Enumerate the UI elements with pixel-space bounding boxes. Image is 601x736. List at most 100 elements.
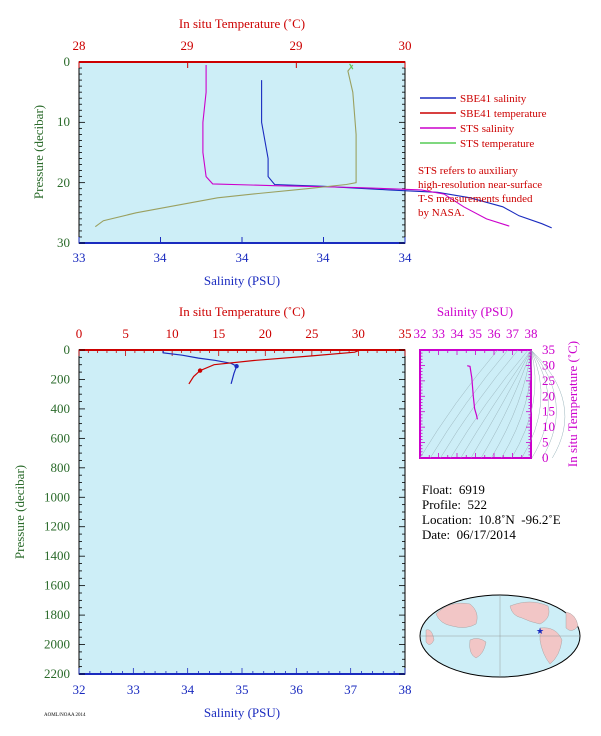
series-marker-temperature [197,368,203,373]
x-tick-label: 33 [127,682,140,697]
bottom-plot-area [78,349,406,675]
density-contour [521,349,542,459]
top-chart-salinity-tick: 34 [317,250,331,265]
ts-inset-temperature-title: In situ Temperature (˚C) [565,341,580,467]
y-tick-label: 1800 [44,607,70,622]
density-contour [440,349,519,459]
x-tick-label: 37 [506,326,520,341]
density-contour [429,349,509,459]
x-tick-label: 35 [469,326,482,341]
x-tick-label: 10 [166,326,179,341]
density-contour [450,349,529,459]
bottom-chart-ticks [78,349,406,675]
bottom-chart: In situ Temperature (˚C) Salinity (PSU) … [12,304,412,720]
profile-number: Profile: 522 [422,497,487,512]
density-contour [530,349,549,459]
density-contour [501,349,532,459]
y-tick-label: 1000 [44,489,70,504]
top-chart-salinity-tick: 34 [399,250,413,265]
legend-label: SBE41 temperature [460,108,547,120]
density-contour [490,349,532,459]
x-tick-label: 32 [73,682,86,697]
legend: SBE41 salinity SBE41 temperature STS sal… [418,93,547,219]
date: Date: 06/17/2014 [422,527,516,542]
legend-label: SBE41 salinity [460,93,527,105]
y-tick-label: 15 [542,404,555,419]
x-tick-label: 0 [76,326,83,341]
x-tick-label: 34 [451,326,465,341]
x-tick-label: 20 [259,326,272,341]
note-line: by NASA. [418,207,465,219]
top-chart: In situ Temperature (˚C) 28 29 29 30 33 … [31,16,552,288]
y-tick-label: 200 [51,371,71,386]
top-chart-series [79,61,552,229]
top-chart-temperature-tick: 28 [73,38,86,53]
y-tick-label: 25 [542,373,555,388]
ts-inset: Salinity (PSU) In situ Temperature (˚C) … [414,304,581,467]
ts-inset-plot-area [419,349,532,459]
y-tick-label: 600 [51,430,71,445]
y-tick-label: 2200 [44,666,70,681]
float-id: Float: 6919 [422,482,485,497]
bottom-chart-temperature-title: In situ Temperature (˚C) [179,304,305,319]
y-tick-label: 400 [51,401,71,416]
y-tick-label: 20 [542,388,555,403]
note-line: STS refers to auxiliary [418,165,518,177]
top-chart-temperature-tick: 29 [290,38,303,53]
x-tick-label: 15 [212,326,225,341]
top-chart-pressure-tick: 0 [64,54,71,69]
bottom-chart-pressure-title: Pressure (decibar) [12,465,27,559]
y-tick-label: 35 [542,342,555,357]
bottom-chart-series [162,350,359,385]
series-line-sts-salinity [202,65,510,227]
float-location-marker: ★ [536,626,544,636]
x-tick-label: 32 [414,326,427,341]
world-map: ★ [419,594,581,678]
x-tick-label: 33 [432,326,445,341]
top-chart-ticks [78,61,406,244]
ts-inset-ticks [419,349,532,459]
ts-inset-salinity-title: Salinity (PSU) [437,304,513,319]
x-tick-label: 36 [488,326,502,341]
x-tick-label: 38 [525,326,538,341]
y-tick-label: 10 [542,419,555,434]
y-tick-label: 2000 [44,637,70,652]
legend-label: STS salinity [460,123,515,135]
density-contour [511,349,536,459]
x-tick-label: 25 [305,326,318,341]
float-info: Float: 6919 Profile: 522 Location: 10.8˚… [422,482,561,542]
series-marker-salinity [234,364,239,369]
y-tick-label: 5 [542,435,549,450]
density-contour [470,349,532,459]
top-plot-area [78,61,406,244]
x-tick-label: 37 [344,682,358,697]
density-contour [419,349,498,459]
note-line: high-resolution near-surface [418,179,542,191]
top-chart-temperature-title: In situ Temperature (˚C) [179,16,305,31]
series-line-temperature [188,350,359,385]
ts-density-contours [419,349,566,459]
top-chart-salinity-tick: 34 [236,250,250,265]
x-tick-label: 34 [181,682,195,697]
series-line-salinity [162,350,238,385]
x-tick-label: 5 [122,326,129,341]
footer-credit: AOML/NOAA 2014 [44,713,86,718]
x-tick-label: 35 [236,682,249,697]
legend-label: STS temperature [460,138,534,150]
density-contour [460,349,532,459]
y-tick-label: 0 [542,450,549,465]
x-tick-label: 35 [399,326,412,341]
top-chart-pressure-tick: 30 [57,235,70,250]
y-tick-label: 1600 [44,578,70,593]
location: Location: 10.8˚N -96.2˚E [422,512,561,527]
density-contour [480,349,532,459]
x-tick-label: 36 [290,682,304,697]
note-line: T-S measurements funded [418,193,533,205]
y-tick-label: 1200 [44,519,70,534]
y-tick-label: 0 [64,342,71,357]
y-tick-label: 800 [51,460,71,475]
series-line-sts-temperature-surface [349,63,354,70]
density-contour [530,349,566,459]
